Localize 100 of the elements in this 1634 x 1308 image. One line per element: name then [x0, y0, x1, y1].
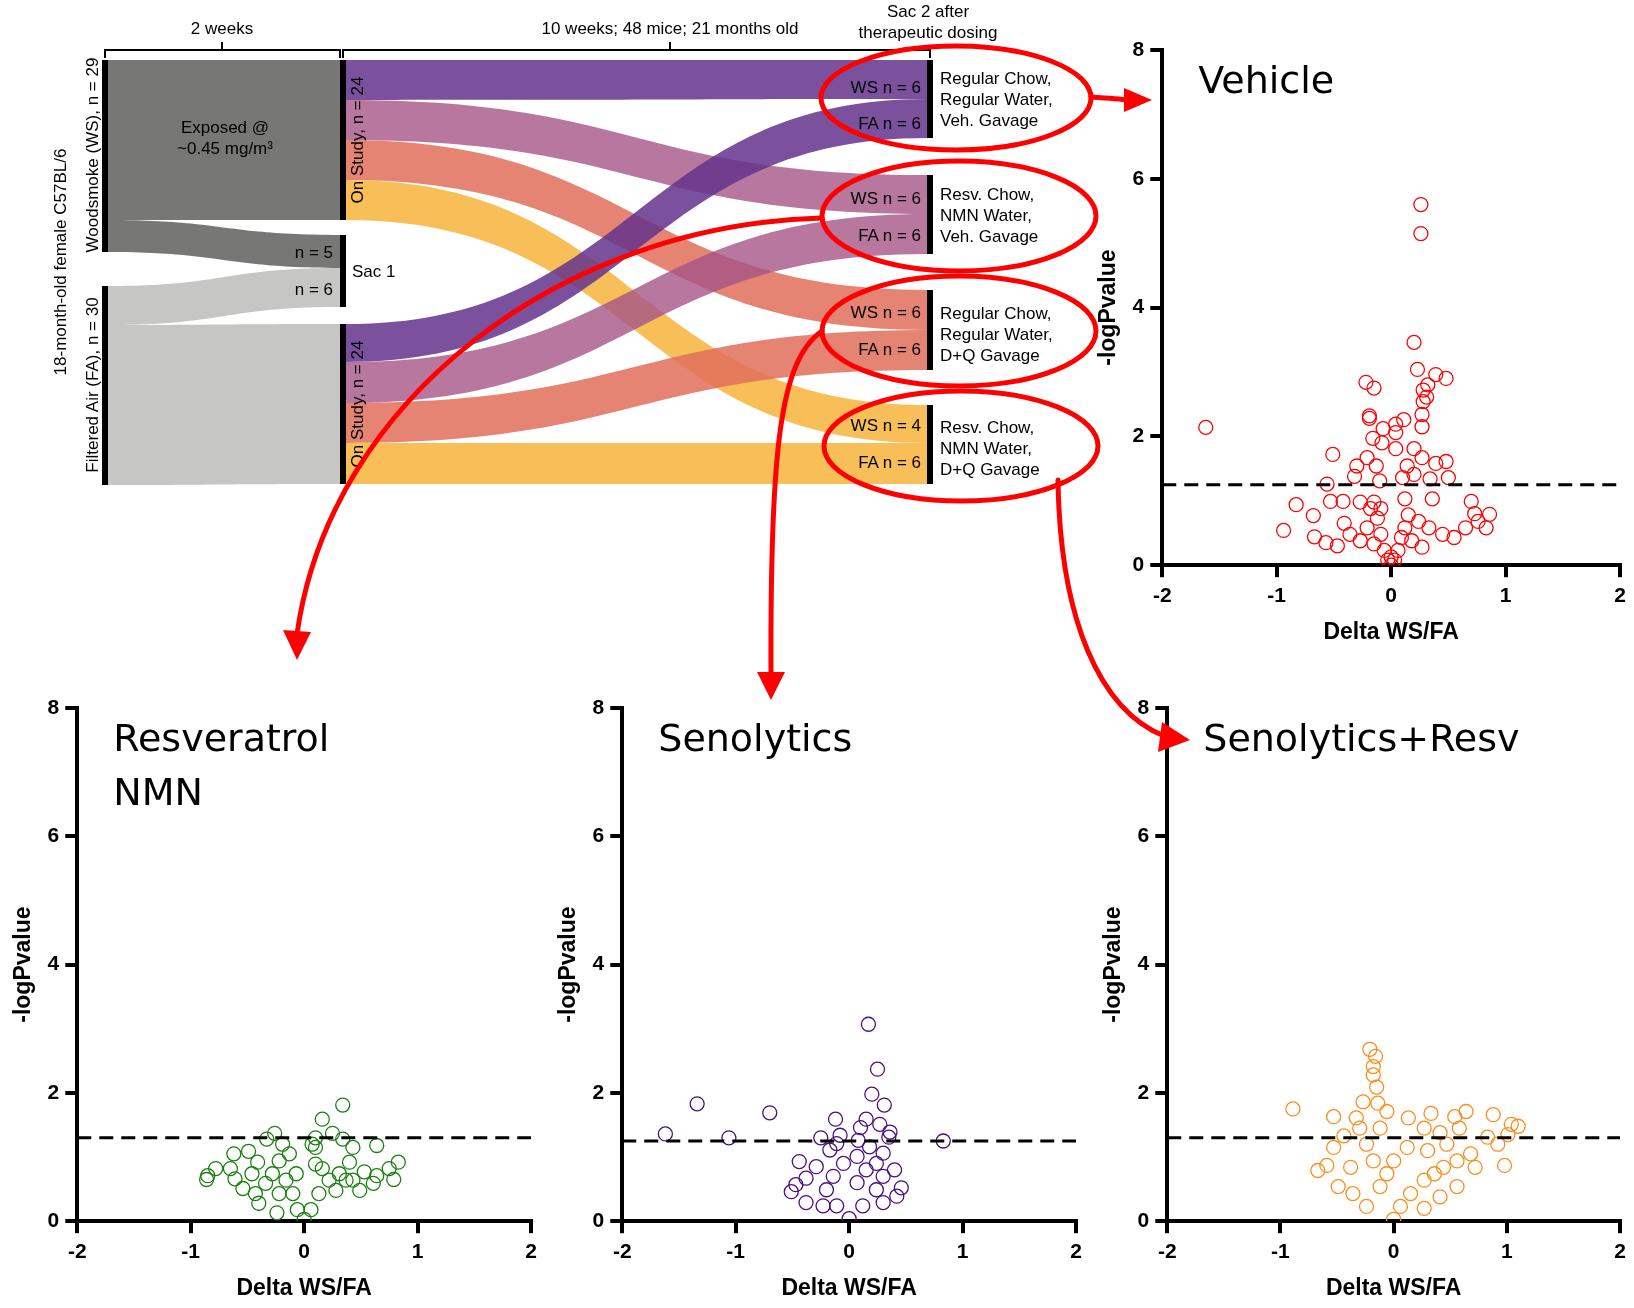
x-tick-label: -2: [67, 1238, 87, 1262]
point: [798, 1170, 814, 1186]
point: [1400, 1110, 1416, 1126]
x-tick-label: 1: [1500, 1238, 1513, 1262]
point: [822, 1142, 838, 1158]
point: [850, 1132, 866, 1149]
point: [791, 1153, 807, 1170]
y-axis-title: -logPvalue: [9, 906, 36, 1023]
point: [868, 1182, 885, 1198]
y-tick-label: 6: [1132, 165, 1145, 189]
point: [251, 1195, 267, 1211]
point: [721, 1130, 737, 1146]
point: [1462, 1146, 1479, 1162]
point: [861, 1139, 878, 1155]
point: [788, 1176, 804, 1193]
point: [1467, 1159, 1483, 1175]
text: Regular Chow, Regular Water, Veh. Gavage: [940, 67, 1054, 131]
y-tick-label: 2: [592, 1079, 605, 1103]
point: [1496, 1157, 1513, 1174]
text: 2 weeks: [190, 17, 254, 39]
point: [1458, 1103, 1474, 1120]
point: [369, 1168, 385, 1184]
point: [271, 1185, 287, 1202]
point: [1416, 1120, 1432, 1136]
point: [1352, 1120, 1368, 1136]
point: [386, 1171, 402, 1188]
point: [335, 1097, 351, 1113]
point: [1451, 1120, 1467, 1136]
y-tick-label: 4: [47, 951, 60, 975]
point: [244, 1166, 260, 1182]
point: [307, 1130, 324, 1146]
point: [876, 1097, 892, 1113]
text: n = 5: [294, 241, 333, 263]
point: [1336, 1128, 1352, 1144]
x-axis-title: Delta WS/FA: [236, 1273, 372, 1300]
point: [247, 1185, 264, 1202]
y-tick-label: 0: [1132, 552, 1145, 575]
text: WS n = 4: [850, 414, 921, 436]
x-tick-label: 0: [1387, 1238, 1400, 1262]
point: [1385, 1153, 1402, 1169]
point: [303, 1202, 319, 1218]
point: [1372, 1178, 1388, 1195]
x-tick-label: 1: [411, 1238, 424, 1262]
text: Resveratrol NMN: [113, 715, 330, 814]
point: [1310, 1162, 1326, 1179]
point: [1326, 1108, 1342, 1125]
point: [868, 1155, 885, 1172]
point: [1355, 1094, 1371, 1110]
point: [1449, 1178, 1465, 1195]
y-tick-label: 8: [1137, 694, 1150, 718]
point: [1423, 1105, 1439, 1122]
point: [341, 1154, 358, 1170]
point: [1426, 1166, 1443, 1182]
point: [1370, 1095, 1386, 1111]
point: [1500, 1126, 1516, 1143]
point: [875, 1145, 891, 1161]
point: [198, 1171, 215, 1188]
text: FA n = 6: [858, 112, 921, 134]
point: [1402, 1185, 1419, 1202]
point: [307, 1156, 324, 1172]
point: [689, 1096, 705, 1112]
point: [1432, 1125, 1448, 1141]
point: [226, 1146, 242, 1162]
point: [852, 1119, 869, 1136]
point: [1490, 1136, 1506, 1152]
point: [314, 1160, 330, 1177]
point: [345, 1172, 361, 1188]
point: [304, 1136, 320, 1152]
point: [1369, 1079, 1385, 1095]
point: [321, 1172, 337, 1188]
y-tick-label: 6: [1137, 823, 1150, 847]
point: [222, 1160, 239, 1177]
x-tick-label: -1: [1267, 582, 1287, 606]
text: 10 weeks; 48 mice; 21 months old: [541, 17, 799, 39]
point: [1330, 1178, 1346, 1195]
point: [835, 1155, 852, 1172]
x-tick-label: -2: [612, 1238, 632, 1262]
chart-title: Senolytics: [658, 715, 853, 760]
point: [889, 1188, 905, 1204]
x-tick-label: 0: [298, 1238, 310, 1262]
point: [1326, 1139, 1342, 1156]
point: [813, 1130, 829, 1146]
point: [264, 1166, 281, 1182]
point: [815, 1198, 831, 1214]
point: [882, 1124, 898, 1140]
text: Woodsmoke (WS), n = 29: [81, 57, 103, 253]
point: [1485, 1107, 1501, 1123]
text: Resv. Chow, NMN Water, Veh. Gavage: [940, 183, 1040, 247]
point: [872, 1116, 888, 1132]
x-tick-label: -1: [726, 1238, 746, 1262]
y-axis-title: -logPvalue: [554, 906, 581, 1023]
point: [875, 1168, 891, 1184]
point: [328, 1182, 344, 1199]
point: [227, 1171, 243, 1187]
x-axis-title: Delta WS/FA: [781, 1273, 917, 1300]
point: [869, 1061, 886, 1077]
text: n = 6: [294, 278, 333, 300]
point: [798, 1194, 814, 1211]
text: 18-month-old female C57BL/6: [49, 148, 71, 376]
text: WS n = 6: [850, 76, 921, 98]
